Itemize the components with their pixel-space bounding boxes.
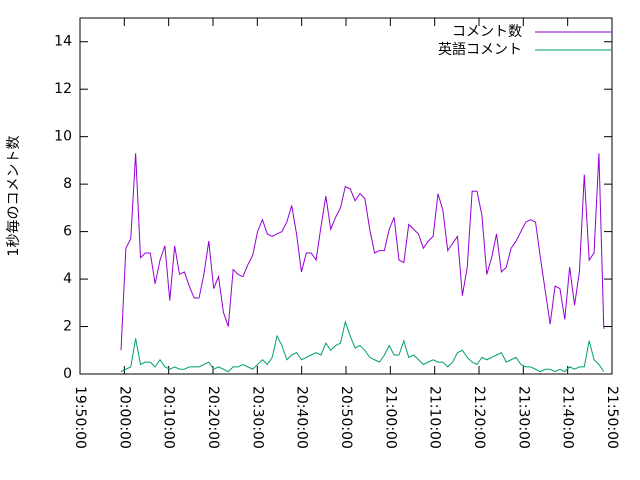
x-tick-label: 21:30:00 [515,386,531,449]
x-tick-label: 19:50:00 [72,386,88,449]
y-tick-label: 12 [54,81,72,97]
y-axis-label: 1秒毎のコメント数 [6,136,22,257]
y-tick-label: 4 [63,271,72,287]
legend-label: コメント数 [452,24,522,40]
x-tick-label: 20:10:00 [161,386,177,449]
x-tick-label: 20:00:00 [116,386,132,449]
y-tick-label: 8 [63,176,72,192]
y-tick-label: 10 [54,129,72,145]
y-tick-label: 6 [63,224,72,240]
series-line [120,319,605,373]
x-tick-label: 21:20:00 [471,386,487,449]
x-tick-label: 20:50:00 [338,386,354,449]
x-tick-label: 21:10:00 [427,386,443,449]
x-tick-label: 20:20:00 [205,386,221,449]
x-tick-label: 20:30:00 [249,386,265,449]
x-tick-label: 20:40:00 [294,386,310,449]
plot-border [79,17,613,375]
y-tick-label: 14 [54,34,72,50]
x-tick-label: 21:50:00 [604,386,620,449]
legend-label: 英語コメント [438,41,522,58]
series-line [120,153,605,351]
y-tick-label: 0 [63,366,72,382]
x-tick-label: 21:40:00 [560,386,576,449]
x-tick-label: 21:00:00 [382,386,398,449]
y-tick-label: 2 [63,319,72,335]
